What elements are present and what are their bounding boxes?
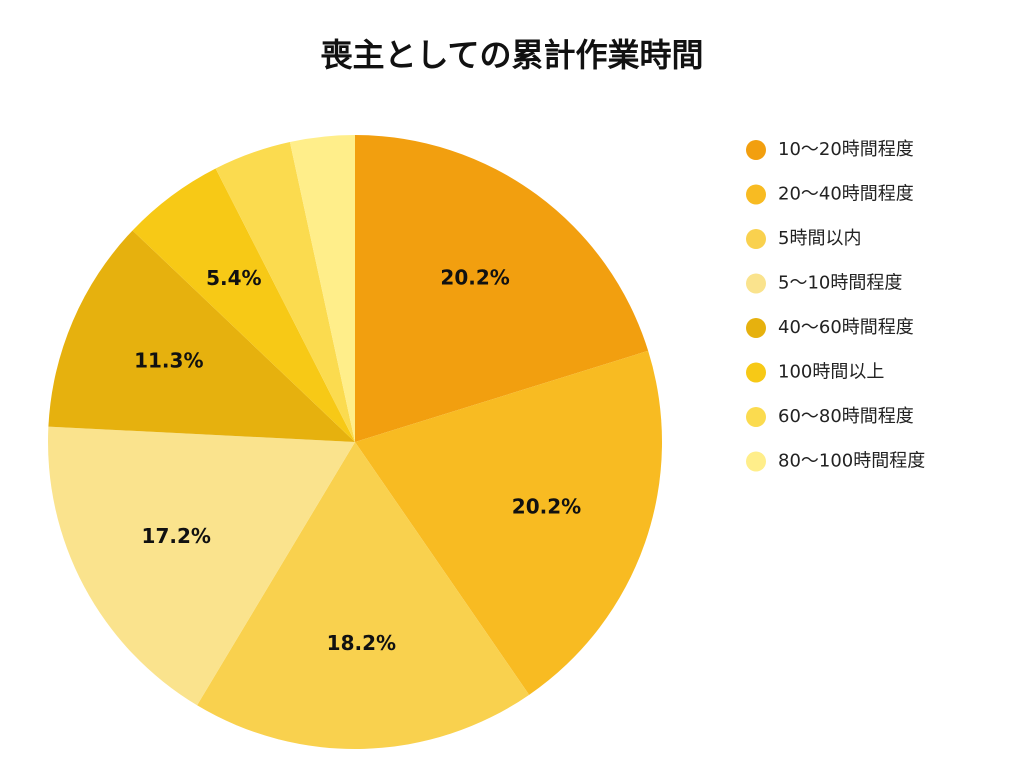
value-label: 20.2% (512, 495, 581, 519)
legend-swatch (746, 184, 766, 205)
pie-slice (132, 168, 355, 442)
legend-swatch (746, 140, 766, 160)
value-label: 18.2% (327, 631, 396, 655)
legend-label: 100時間以上 (778, 362, 884, 383)
value-label: 17.2% (142, 524, 211, 548)
legend-swatch (746, 407, 766, 427)
legend-label: 20〜40時間程度 (778, 184, 914, 205)
legend-swatch (746, 229, 766, 249)
value-label: 5.4% (206, 266, 261, 290)
legend-swatch (746, 451, 766, 472)
legend-swatch (746, 362, 766, 383)
legend-label: 40〜60時間程度 (778, 317, 914, 338)
legend-label: 10〜20時間程度 (778, 139, 914, 160)
pie-slice (355, 135, 649, 442)
legend-label: 60〜80時間程度 (778, 406, 914, 427)
value-label: 11.3% (134, 349, 203, 373)
pie-slice (289, 135, 355, 442)
chart-title: 喪主としての累計作業時間 (320, 36, 703, 74)
legend-label: 80〜100時間程度 (778, 451, 925, 472)
pie-slice (355, 350, 662, 695)
legend-label: 5時間以内 (778, 228, 861, 249)
pie-slice (197, 442, 530, 749)
legend-swatch (746, 273, 766, 294)
value-label: 20.2% (440, 265, 509, 289)
pie-slice (215, 141, 355, 442)
legend-label: 5〜10時間程度 (778, 273, 902, 294)
legend-swatch (746, 318, 766, 338)
pie-slice (48, 230, 355, 442)
pie-slice (47, 426, 355, 706)
